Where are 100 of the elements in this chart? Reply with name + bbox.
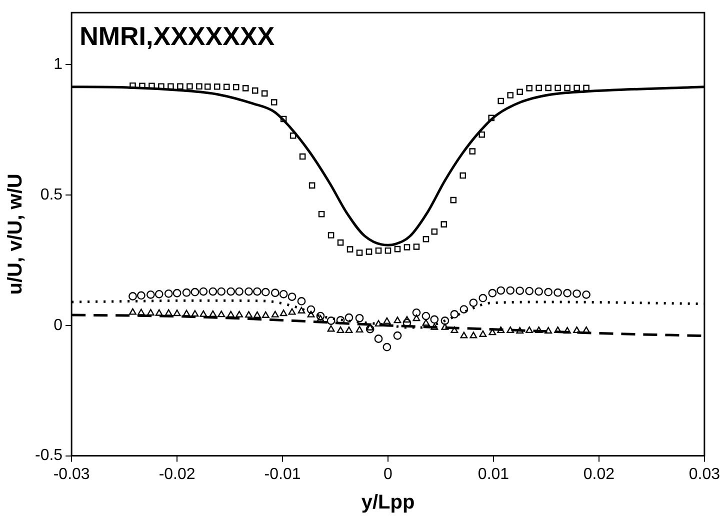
point [226, 287, 236, 296]
point [214, 83, 220, 90]
point [413, 244, 420, 250]
point [270, 288, 280, 298]
point [168, 83, 174, 90]
point [209, 310, 217, 317]
point [299, 153, 306, 160]
point [534, 287, 544, 296]
point [253, 311, 261, 318]
point [316, 312, 325, 320]
x-tick-label: 0.01 [478, 466, 510, 483]
point [535, 326, 543, 334]
point [441, 323, 449, 330]
point [450, 310, 459, 318]
point [440, 221, 448, 228]
point [526, 85, 532, 92]
x-axis-title: y/Lpp [361, 492, 415, 514]
point [218, 310, 226, 318]
point [308, 182, 316, 189]
point [155, 309, 163, 316]
point [366, 248, 372, 255]
point [327, 325, 335, 332]
point [525, 286, 534, 296]
point [336, 316, 345, 324]
point [137, 308, 145, 316]
point [393, 331, 402, 340]
point [460, 305, 468, 314]
point [478, 131, 486, 138]
chart-title: NMRI,XXXXXXX [80, 20, 276, 51]
point [470, 332, 478, 338]
point [374, 320, 382, 327]
point [252, 87, 258, 94]
point [261, 90, 268, 97]
point [262, 311, 270, 318]
point [572, 289, 582, 298]
point [204, 83, 211, 90]
point [128, 292, 137, 300]
point [496, 286, 506, 295]
point [374, 334, 383, 343]
point [450, 196, 457, 204]
point [355, 314, 364, 322]
point [563, 288, 572, 298]
point [208, 287, 218, 296]
point [253, 287, 262, 296]
point [382, 342, 392, 352]
point [186, 83, 193, 90]
point [328, 232, 334, 238]
y-axis-title: u/U, v/U, w/U [4, 174, 27, 295]
point [544, 326, 552, 334]
point [431, 228, 438, 235]
point [450, 326, 458, 334]
point [460, 332, 468, 338]
point [488, 114, 495, 122]
x-tick-label: -0.02 [158, 466, 196, 483]
point [235, 287, 244, 296]
point [554, 84, 561, 92]
point [345, 326, 353, 334]
point [136, 291, 146, 300]
point [403, 316, 411, 323]
point [270, 99, 278, 106]
point [232, 84, 240, 90]
point [366, 324, 374, 330]
point [146, 308, 154, 316]
point [280, 310, 288, 316]
point [146, 290, 155, 299]
point [582, 290, 590, 299]
point [242, 85, 249, 92]
point [422, 312, 430, 320]
point [290, 132, 296, 139]
point [412, 308, 421, 317]
point [412, 314, 420, 322]
point [497, 326, 505, 334]
point [498, 98, 504, 104]
point [288, 308, 296, 315]
point [516, 88, 523, 95]
point [190, 288, 200, 296]
point [506, 286, 515, 295]
point [356, 326, 364, 333]
point [280, 116, 287, 122]
point [394, 246, 401, 252]
point [279, 290, 288, 298]
point [516, 286, 524, 295]
point [154, 290, 164, 298]
point [337, 239, 344, 246]
point [478, 294, 488, 302]
point [516, 326, 524, 334]
point [199, 287, 208, 296]
point [366, 324, 374, 334]
point [261, 288, 270, 296]
point [564, 326, 572, 334]
point [200, 310, 208, 317]
point [318, 210, 325, 218]
point [182, 310, 190, 316]
point [244, 287, 253, 296]
point [164, 289, 173, 298]
point [479, 330, 487, 337]
point [544, 288, 553, 296]
point [554, 326, 562, 334]
point [298, 306, 306, 314]
point [223, 84, 230, 90]
